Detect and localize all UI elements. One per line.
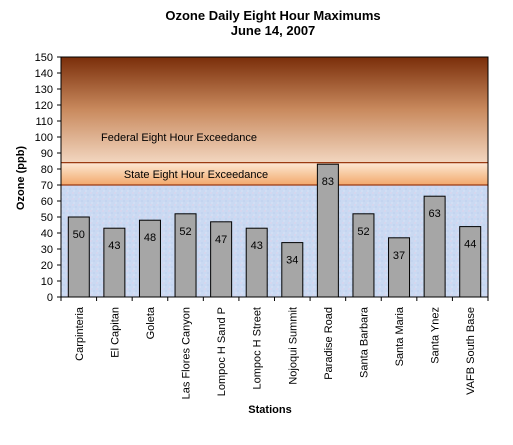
- x-axis-title: Stations: [248, 404, 291, 416]
- y-tick-label: 100: [35, 132, 53, 144]
- y-tick-label: 150: [35, 52, 53, 64]
- y-tick-label: 50: [41, 212, 53, 224]
- bar-value-label: 44: [464, 239, 476, 251]
- y-tick-label: 110: [35, 116, 53, 128]
- x-tick-label: Las Flores Canyon: [181, 307, 193, 399]
- y-axis-title: Ozone (ppb): [15, 146, 27, 210]
- bar-value-label: 63: [429, 208, 441, 220]
- chart-subtitle: June 14, 2007: [231, 23, 316, 38]
- bar-value-label: 52: [357, 226, 369, 238]
- bar-value-label: 37: [393, 250, 405, 262]
- bar-value-label: 43: [251, 240, 263, 252]
- bar-value-label: 50: [73, 229, 85, 241]
- plot-frame: [60, 56, 489, 298]
- bar: [459, 226, 482, 298]
- y-tick-label: 90: [41, 148, 53, 160]
- y-tick-label: 0: [47, 292, 53, 304]
- y-tick-label: 130: [35, 84, 53, 96]
- y-tick-label: 20: [41, 260, 53, 272]
- y-tick-label: 10: [41, 276, 53, 288]
- x-tick-label: Santa Maria: [394, 306, 406, 366]
- state-exceedance-band: [61, 162, 488, 185]
- bar-value-label: 83: [322, 176, 334, 188]
- x-tick-label: Nojoqui Summit: [287, 307, 299, 385]
- y-tick-label: 140: [35, 68, 53, 80]
- state-exceedance-label: State Eight Hour Exceedance: [124, 169, 268, 181]
- federal-exceedance-label: Federal Eight Hour Exceedance: [101, 132, 257, 144]
- bar-value-label: 47: [215, 234, 227, 246]
- plot-area: Federal Eight Hour Exceedance State Eight…: [35, 52, 489, 399]
- x-tick-label: Goleta: [145, 306, 157, 339]
- y-tick-label: 60: [41, 196, 53, 208]
- x-tick-label: Santa Barbara: [358, 306, 370, 378]
- bar: [281, 242, 304, 298]
- chart-title: Ozone Daily Eight Hour Maximums: [165, 8, 380, 23]
- bar: [245, 227, 268, 298]
- x-tick-label: Santa Ynez: [430, 307, 442, 364]
- federal-exceedance-band: [61, 57, 488, 163]
- bar: [388, 237, 411, 298]
- x-tick-label: Lompoc H Street: [252, 307, 264, 390]
- y-tick-label: 80: [41, 164, 53, 176]
- bar: [103, 227, 126, 298]
- x-tick-label: Carpinteria: [74, 306, 86, 361]
- bar-value-label: 34: [286, 255, 298, 267]
- x-tick-label: Lompoc H Sand P: [216, 307, 228, 396]
- x-tick-label: El Capitan: [109, 307, 121, 358]
- x-tick-label: Paradise Road: [323, 307, 335, 380]
- x-tick-label: VAFB South Base: [465, 307, 477, 395]
- y-tick-label: 40: [41, 228, 53, 240]
- bar-value-label: 48: [144, 232, 156, 244]
- bar-value-label: 43: [108, 240, 120, 252]
- y-tick-label: 30: [41, 244, 53, 256]
- bar-value-label: 52: [179, 226, 191, 238]
- y-tick-label: 70: [41, 180, 53, 192]
- y-tick-label: 120: [35, 100, 53, 112]
